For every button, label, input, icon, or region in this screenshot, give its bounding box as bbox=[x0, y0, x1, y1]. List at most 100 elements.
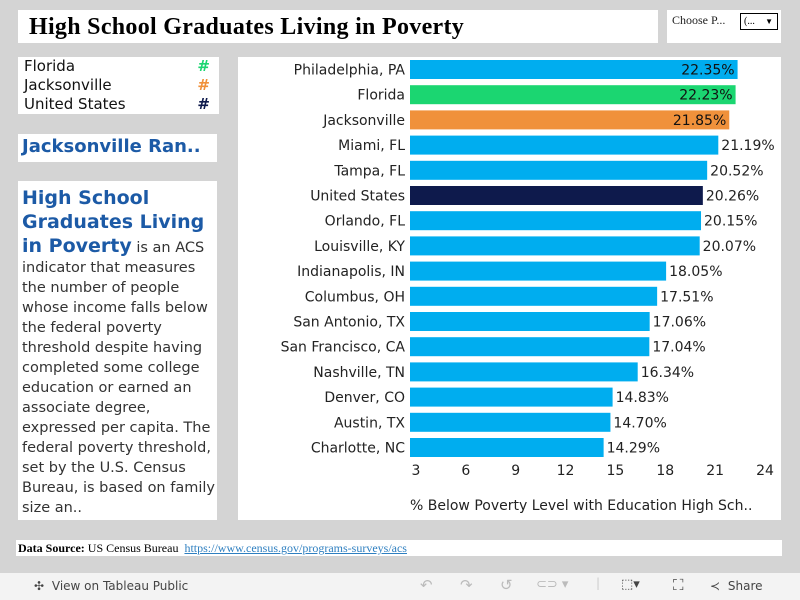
category-label: Nashville, TN bbox=[313, 365, 405, 381]
category-label: Jacksonville bbox=[322, 113, 405, 129]
share-icon: ≺ bbox=[710, 579, 721, 593]
redo-icon[interactable]: ↷ bbox=[460, 576, 473, 594]
category-label: Philadelphia, PA bbox=[294, 63, 406, 79]
bar[interactable] bbox=[410, 160, 708, 180]
view-on-tableau-button[interactable]: ✣ View on Tableau Public bbox=[34, 579, 188, 593]
toolbar-divider: | bbox=[596, 576, 601, 590]
category-label: Florida bbox=[357, 88, 405, 104]
bar[interactable] bbox=[410, 312, 650, 331]
source-link[interactable]: https://www.census.gov/programs-surveys/… bbox=[184, 541, 407, 555]
download-icon[interactable]: ⬚▾ bbox=[621, 577, 640, 592]
data-label: 22.35% bbox=[681, 63, 734, 79]
data-label: 17.06% bbox=[653, 315, 706, 331]
legend-swatch: # bbox=[197, 95, 210, 113]
source-text: Data Source: US Census Bureau https://ww… bbox=[18, 541, 407, 556]
share-label: Share bbox=[727, 579, 763, 593]
bar[interactable] bbox=[410, 387, 613, 407]
tableau-toolbar: ✣ View on Tableau Public ↶ ↷ ↺ ⊂⊃ ▾ | ⬚▾… bbox=[0, 573, 800, 600]
chevron-down-icon: ▼ bbox=[765, 17, 773, 26]
data-label: 22.23% bbox=[679, 88, 732, 104]
data-label: 16.34% bbox=[641, 365, 694, 381]
category-label: Miami, FL bbox=[338, 138, 405, 154]
category-label: Denver, CO bbox=[324, 390, 405, 406]
category-label: Columbus, OH bbox=[305, 289, 405, 305]
legend-label: United States bbox=[24, 95, 126, 113]
bar-chart-panel: Philadelphia, PA 22.35% Florida 22.23% Jacks… bbox=[238, 57, 781, 520]
legend-label: Florida bbox=[24, 57, 76, 75]
bar[interactable] bbox=[410, 110, 730, 130]
legend-swatch: # bbox=[197, 76, 210, 94]
dashboard-title: High School Graduates Living in Poverty bbox=[29, 14, 465, 40]
data-label: 17.04% bbox=[652, 340, 705, 356]
legend-item-florida[interactable]: Florida # bbox=[24, 57, 210, 76]
category-label: Austin, TX bbox=[334, 415, 405, 431]
category-label: Charlotte, NC bbox=[311, 441, 405, 457]
source-name: US Census Bureau bbox=[87, 541, 179, 555]
category-label: Louisville, KY bbox=[314, 239, 405, 255]
description-panel: High School Graduates Living in Poverty … bbox=[18, 181, 217, 520]
description-body: is an ACS indicator that measures the nu… bbox=[22, 240, 215, 516]
color-legend: Florida # Jacksonville # United States # bbox=[18, 57, 219, 114]
x-tick-label: 24 bbox=[756, 463, 774, 479]
bar[interactable] bbox=[410, 438, 604, 457]
rank-panel: Jacksonville Ran.. bbox=[18, 134, 217, 162]
category-label: Indianapolis, IN bbox=[297, 264, 405, 280]
tableau-logo-icon: ✣ bbox=[34, 579, 45, 593]
bar[interactable] bbox=[410, 60, 738, 79]
parameter-label: Choose P... bbox=[672, 13, 726, 27]
bar[interactable] bbox=[410, 286, 658, 306]
legend-item-jacksonville[interactable]: Jacksonville # bbox=[24, 76, 210, 95]
data-label: 21.19% bbox=[721, 138, 774, 154]
parameter-panel: Choose P... (... ▼ bbox=[667, 10, 781, 43]
category-label: Tampa, FL bbox=[333, 163, 405, 179]
x-tick-label: 3 bbox=[412, 463, 421, 479]
category-label: San Antonio, TX bbox=[293, 315, 405, 331]
bar[interactable] bbox=[410, 362, 638, 382]
x-tick-label: 9 bbox=[511, 463, 520, 479]
category-label: Orlando, FL bbox=[325, 214, 406, 230]
data-label: 20.15% bbox=[704, 214, 757, 230]
source-label: Data Source: bbox=[18, 541, 85, 555]
bar[interactable] bbox=[410, 135, 719, 155]
description-text: High School Graduates Living in Poverty … bbox=[22, 186, 216, 518]
revert-icon[interactable]: ↺ bbox=[500, 576, 513, 594]
x-tick-label: 12 bbox=[557, 463, 575, 479]
x-tick-label: 15 bbox=[607, 463, 625, 479]
x-axis-title: % Below Poverty Level with Education Hig… bbox=[410, 498, 752, 514]
data-label: 14.70% bbox=[613, 415, 666, 431]
bar[interactable] bbox=[410, 337, 650, 357]
data-label: 21.85% bbox=[673, 113, 726, 129]
x-tick-label: 18 bbox=[656, 463, 674, 479]
title-panel: High School Graduates Living in Poverty bbox=[18, 10, 658, 43]
undo-icon[interactable]: ↶ bbox=[420, 576, 433, 594]
data-label: 18.05% bbox=[669, 264, 722, 280]
data-label: 17.51% bbox=[660, 289, 713, 305]
rank-heading: Jacksonville Ran.. bbox=[22, 136, 201, 157]
legend-swatch: # bbox=[197, 57, 210, 75]
bar[interactable] bbox=[410, 261, 667, 281]
data-label: 14.29% bbox=[607, 441, 660, 457]
description-heading: High School Graduates Living in Poverty bbox=[22, 187, 205, 257]
refresh-icon[interactable]: ⊂⊃ ▾ bbox=[536, 577, 569, 592]
data-label: 20.07% bbox=[703, 239, 756, 255]
x-tick-label: 21 bbox=[706, 463, 724, 479]
bar[interactable] bbox=[410, 211, 702, 231]
share-button[interactable]: ≺ Share bbox=[710, 579, 763, 593]
bar[interactable] bbox=[410, 85, 736, 105]
bar[interactable] bbox=[410, 236, 700, 256]
x-tick-label: 6 bbox=[461, 463, 470, 479]
category-label: United States bbox=[310, 189, 405, 205]
parameter-dropdown[interactable]: (... ▼ bbox=[740, 13, 778, 30]
category-label: San Francisco, CA bbox=[281, 340, 406, 356]
data-label: 20.26% bbox=[706, 189, 759, 205]
bar[interactable] bbox=[410, 412, 611, 432]
legend-item-united-states[interactable]: United States # bbox=[24, 95, 210, 114]
bar[interactable] bbox=[410, 186, 703, 205]
source-panel: Data Source: US Census Bureau https://ww… bbox=[16, 540, 782, 556]
bar-chart: Philadelphia, PA 22.35% Florida 22.23% Jacks… bbox=[281, 60, 775, 514]
fullscreen-icon[interactable]: ⛶ bbox=[673, 576, 684, 594]
legend-label: Jacksonville bbox=[24, 76, 112, 94]
data-label: 14.83% bbox=[616, 390, 669, 406]
view-on-tableau-label: View on Tableau Public bbox=[51, 579, 189, 593]
parameter-value: (... bbox=[744, 16, 755, 27]
